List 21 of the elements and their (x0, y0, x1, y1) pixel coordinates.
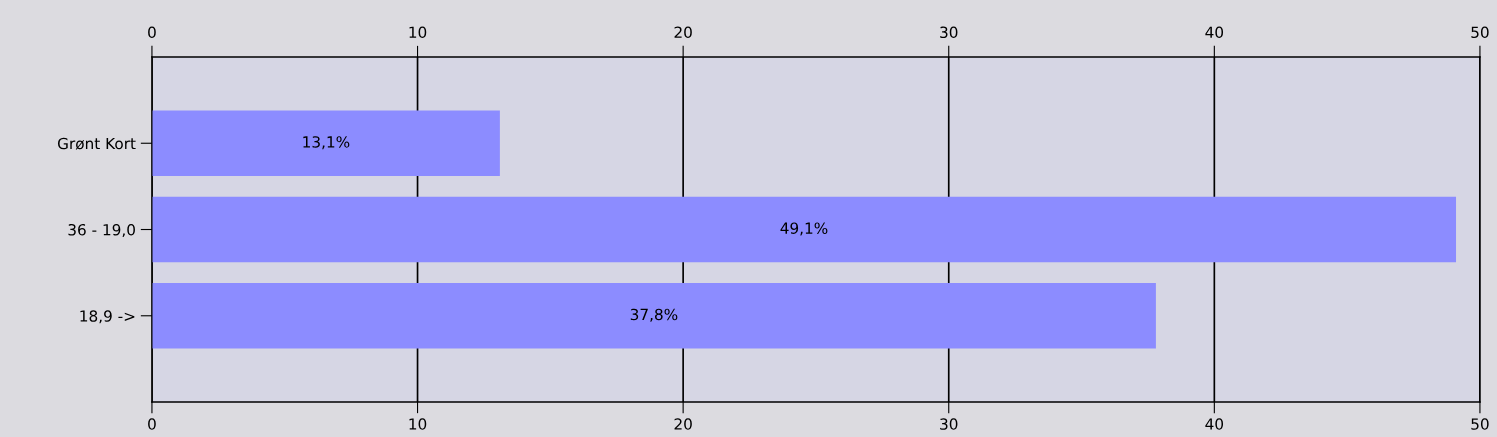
x-tick-label: 30 (940, 418, 958, 430)
bar (151, 196, 1457, 263)
bar (151, 110, 500, 177)
x2-tick-label: 40 (1205, 26, 1224, 39)
x2-tick-label: 0 (148, 26, 156, 39)
x2-tick-label: 20 (674, 26, 692, 39)
x2-tick-label: 10 (409, 26, 427, 39)
x-tick-label: 0 (148, 418, 156, 430)
x-tick-label: 10 (409, 418, 427, 430)
y-tick-label: 36 - 19,0 (68, 223, 135, 238)
x-tick-label: 20 (674, 418, 692, 430)
data-label: 13,1% (303, 136, 350, 150)
x2-tick-label: 50 (1471, 26, 1489, 39)
y-tick-label: Grønt Kort (57, 137, 136, 150)
y-tick-label: 18,9 -> (80, 310, 135, 324)
data-label: 49,1% (780, 222, 828, 236)
x2-tick-label: 30 (940, 26, 958, 39)
data-label: 37,8% (630, 308, 678, 322)
bar (151, 283, 1156, 349)
x-tick-label: 50 (1471, 418, 1489, 430)
x-tick-label: 40 (1205, 418, 1224, 430)
